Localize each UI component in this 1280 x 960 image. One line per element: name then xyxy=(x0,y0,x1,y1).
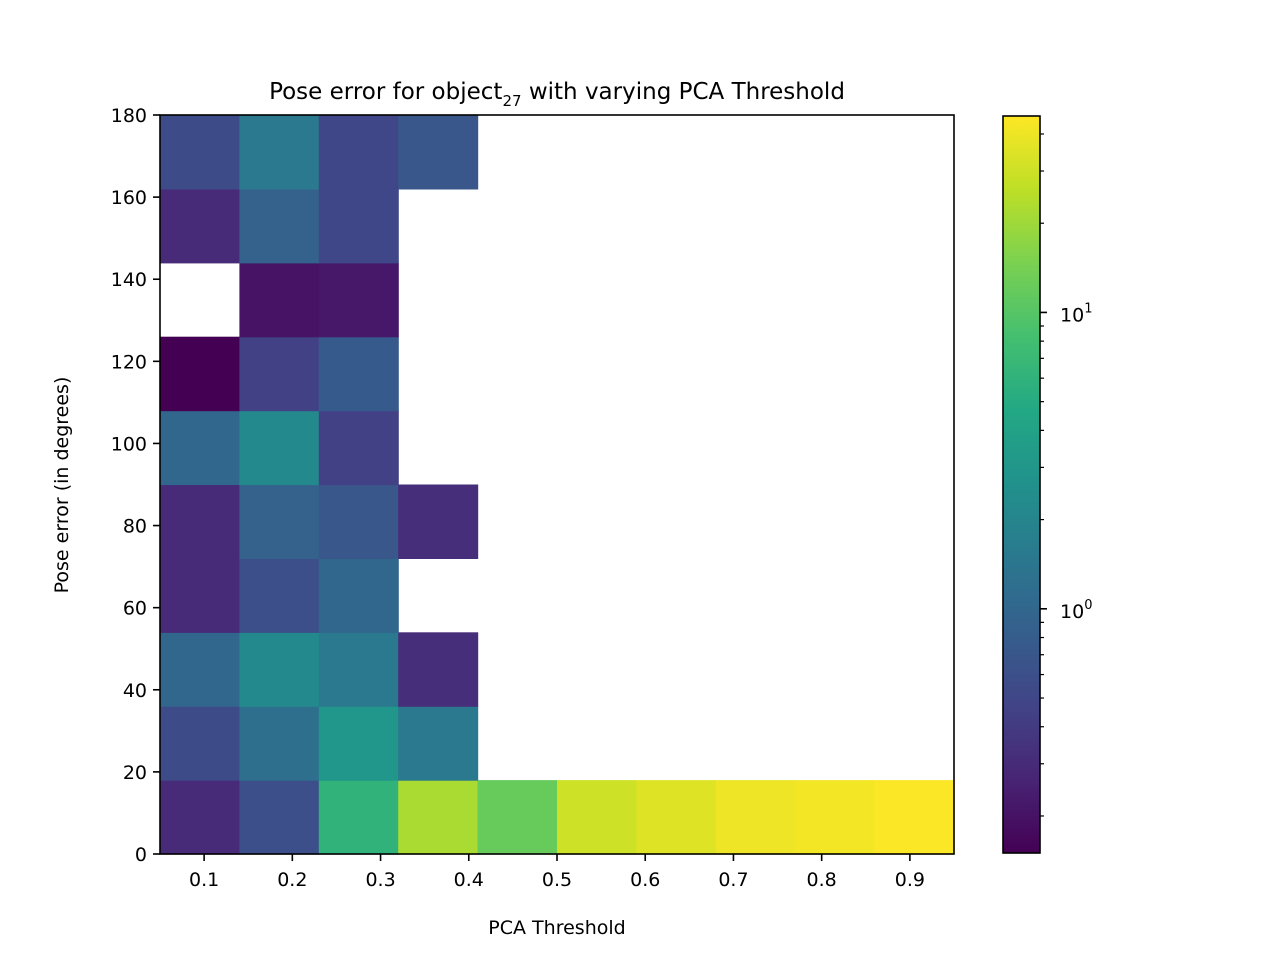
heatmap-cell xyxy=(239,484,320,559)
x-tick-label: 0.5 xyxy=(542,869,572,891)
heatmap-cell xyxy=(398,484,479,559)
chart-title-subscript: 27 xyxy=(502,92,521,110)
colorbar-tick-label: 100 xyxy=(1060,598,1092,623)
heatmap-cell xyxy=(160,558,240,633)
y-tick-label: 180 xyxy=(111,105,147,127)
y-tick-label: 0 xyxy=(135,844,147,866)
heatmap-cell xyxy=(636,780,717,855)
y-tick-label: 120 xyxy=(111,351,147,373)
heatmap-cell xyxy=(239,188,320,264)
heatmap-cell xyxy=(160,410,240,486)
chart-title-prefix: Pose error for object xyxy=(269,79,502,105)
heatmap-cell xyxy=(318,336,399,412)
heatmap-cell xyxy=(874,780,955,855)
heatmap-cell xyxy=(318,632,399,707)
heatmap-cell xyxy=(160,115,240,190)
colorbar-frame xyxy=(1002,115,1041,854)
y-tick-label: 140 xyxy=(111,269,147,291)
x-tick-label: 0.4 xyxy=(454,869,484,891)
x-tick-label: 0.3 xyxy=(365,869,395,891)
heatmap-cell xyxy=(239,632,320,707)
heatmap-cell xyxy=(239,336,320,412)
y-tick-label: 80 xyxy=(123,516,147,538)
heatmap-cell xyxy=(160,632,240,707)
heatmap-cell xyxy=(160,336,240,412)
y-tick-label: 20 xyxy=(123,762,147,784)
heatmap-cell xyxy=(398,115,479,190)
chart-title: Pose error for object27 with varying PCA… xyxy=(269,79,845,110)
x-tick-label: 0.2 xyxy=(277,869,307,891)
heatmap-cell xyxy=(239,262,320,338)
heatmap-cell xyxy=(318,188,399,264)
x-tick-label: 0.9 xyxy=(895,869,925,891)
heatmap-cell xyxy=(318,706,399,781)
heatmap-cell xyxy=(239,558,320,633)
colorbar-gradient xyxy=(1003,116,1040,853)
y-tick-label: 100 xyxy=(111,433,147,455)
heatmap-cell xyxy=(318,115,399,190)
colorbar-tick-label: 101 xyxy=(1060,301,1092,326)
heatmap-cell xyxy=(239,410,320,486)
heatmap-cell xyxy=(318,410,399,486)
heatmap-cell xyxy=(239,115,320,190)
heatmap-cell xyxy=(398,706,479,781)
heatmap-cell xyxy=(160,706,240,781)
heatmap-cell xyxy=(318,262,399,338)
chart-title-suffix: with varying PCA Threshold xyxy=(522,79,845,105)
x-tick-label: 0.7 xyxy=(718,869,748,891)
heatmap-cell xyxy=(160,188,240,264)
colorbar-tick-exponent: 0 xyxy=(1084,598,1092,613)
heatmap-cell xyxy=(239,780,320,855)
heatmap xyxy=(160,115,955,855)
heatmap-cell xyxy=(398,632,479,707)
heatmap-cell xyxy=(160,780,240,855)
x-axis-label: PCA Threshold xyxy=(488,917,625,939)
y-axis-label: Pose error (in degrees) xyxy=(51,377,73,594)
x-tick-label: 0.1 xyxy=(189,869,219,891)
heatmap-cell xyxy=(398,780,479,855)
x-tick-label: 0.8 xyxy=(807,869,837,891)
heatmap-cell xyxy=(795,780,876,855)
heatmap-cell xyxy=(715,780,796,855)
heatmap-cell xyxy=(557,780,637,855)
y-tick-label: 60 xyxy=(123,598,147,620)
heatmap-cell xyxy=(318,780,399,855)
heatmap-cell xyxy=(318,484,399,559)
heatmap-cell xyxy=(160,484,240,559)
colorbar-tick-base: 10 xyxy=(1060,304,1084,326)
heatmap-cell xyxy=(239,706,320,781)
x-tick-label: 0.6 xyxy=(630,869,660,891)
y-tick-label: 40 xyxy=(123,680,147,702)
heatmap-cell xyxy=(477,780,558,855)
colorbar-tick-base: 10 xyxy=(1060,601,1084,623)
heatmap-cell xyxy=(318,558,399,633)
colorbar-tick-exponent: 1 xyxy=(1084,301,1092,316)
y-tick-label: 160 xyxy=(111,187,147,209)
axes: 0.1 0.2 0.3 0.4 0.5 0.6 0.7 0.8 0.9 0 20 40 60 80 100 1… xyxy=(111,105,955,891)
